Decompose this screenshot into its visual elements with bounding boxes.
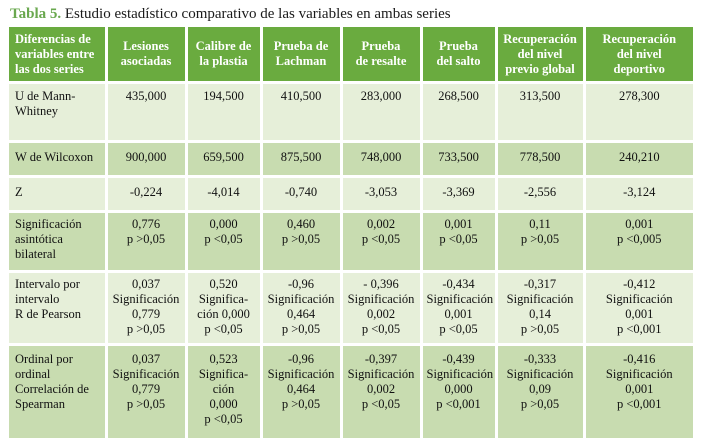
table-cell: -0,96 Significación 0,464 p >0,05 xyxy=(261,344,343,441)
table-row: Z -0,224 -4,014 -0,740 -3,053 -3,369 -2,… xyxy=(9,176,693,213)
table-cell: -3,369 xyxy=(421,176,498,213)
table-cell: 748,000 xyxy=(341,141,423,178)
table-cell: 900,000 xyxy=(106,141,188,178)
table-cell: 194,500 xyxy=(186,82,263,143)
table-cell: 435,000 xyxy=(106,82,188,143)
table-cell: -0,416 Significación 0,001 p <0,001 xyxy=(584,344,693,441)
table-cell: 0,002 p <0,05 xyxy=(341,211,423,273)
table-row: Ordinal por ordinal Correlación de Spear… xyxy=(9,344,693,441)
caption-label: Tabla 5. xyxy=(10,6,62,22)
header-cell: Recuperación del nivel previo global xyxy=(496,27,586,84)
table-cell: 0,001 p <0,005 xyxy=(584,211,693,273)
stats-table: Diferencias de variables entre las dos s… xyxy=(9,27,693,441)
table-cell: 283,000 xyxy=(341,82,423,143)
table-cell: -2,556 xyxy=(496,176,586,213)
table-cell: - 0,396 Significación 0,002 p <0,05 xyxy=(341,271,423,346)
table-cell: 0,037 Significación 0,779 p >0,05 xyxy=(106,271,188,346)
header-cell: Prueba de resalte xyxy=(341,27,423,84)
table-cell: 0,037 Significación 0,779 p >0,05 xyxy=(106,344,188,441)
table-cell: 313,500 xyxy=(496,82,586,143)
table-row: Significación asintótica bilateral 0,776… xyxy=(9,211,693,273)
table-cell: -4,014 xyxy=(186,176,263,213)
table-cell: 778,500 xyxy=(496,141,586,178)
table-cell: 875,500 xyxy=(261,141,343,178)
table-cell: 278,300 xyxy=(584,82,693,143)
caption-text: Estudio estadístico comparativo de las v… xyxy=(61,6,451,22)
table-row: Intervalo por intervalo R de Pearson 0,0… xyxy=(9,271,693,346)
table-cell: 0,520 Significa- ción 0,000 p <0,05 xyxy=(186,271,263,346)
row-label: Significación asintótica bilateral xyxy=(9,211,108,273)
table-cell: -0,317 Significación 0,14 p >0,05 xyxy=(496,271,586,346)
table-cell: 0,460 p >0,05 xyxy=(261,211,343,273)
row-label: W de Wilcoxon xyxy=(9,141,108,178)
row-label: Z xyxy=(9,176,108,213)
table-cell: 0,000 p <0,05 xyxy=(186,211,263,273)
table-caption: Tabla 5. Estudio estadístico comparativo… xyxy=(10,6,451,23)
table-cell: 0,523 Significa- ción 0,000 p <0,05 xyxy=(186,344,263,441)
table-cell: -0,397 Significación 0,002 p <0,05 xyxy=(341,344,423,441)
table-cell: 240,210 xyxy=(584,141,693,178)
table-cell: 0,11 p >0,05 xyxy=(496,211,586,273)
row-label: U de Mann- Whitney xyxy=(9,82,108,143)
table-cell: -3,124 xyxy=(584,176,693,213)
table-row: W de Wilcoxon 900,000 659,500 875,500 74… xyxy=(9,141,693,178)
table-cell: 268,500 xyxy=(421,82,498,143)
table-cell: 733,500 xyxy=(421,141,498,178)
table-cell: 0,001 p <0,05 xyxy=(421,211,498,273)
table-cell: -0,224 xyxy=(106,176,188,213)
header-cell: Calibre de la plastia xyxy=(186,27,263,84)
table-cell: 410,500 xyxy=(261,82,343,143)
table-cell: 659,500 xyxy=(186,141,263,178)
row-label: Intervalo por intervalo R de Pearson xyxy=(9,271,108,346)
table-cell: -0,439 Significación 0,000 p <0,001 xyxy=(421,344,498,441)
table-cell: -0,434 Significación 0,001 p <0,05 xyxy=(421,271,498,346)
header-cell: Prueba del salto xyxy=(421,27,498,84)
table-row: U de Mann- Whitney 435,000 194,500 410,5… xyxy=(9,82,693,143)
header-row: Diferencias de variables entre las dos s… xyxy=(9,27,693,84)
table-cell: -0,96 Significación 0,464 p >0,05 xyxy=(261,271,343,346)
table-cell: -3,053 xyxy=(341,176,423,213)
row-label: Ordinal por ordinal Correlación de Spear… xyxy=(9,344,108,441)
table-cell: -0,412 Significación 0,001 p <0,001 xyxy=(584,271,693,346)
header-cell: Recuperación del nivel deportivo xyxy=(584,27,693,84)
header-cell: Prueba de Lachman xyxy=(261,27,343,84)
header-cell: Diferencias de variables entre las dos s… xyxy=(9,27,108,84)
table-cell: -0,333 Significación 0,09 p >0,05 xyxy=(496,344,586,441)
table-cell: -0,740 xyxy=(261,176,343,213)
header-cell: Lesiones asociadas xyxy=(106,27,188,84)
table-cell: 0,776 p >0,05 xyxy=(106,211,188,273)
